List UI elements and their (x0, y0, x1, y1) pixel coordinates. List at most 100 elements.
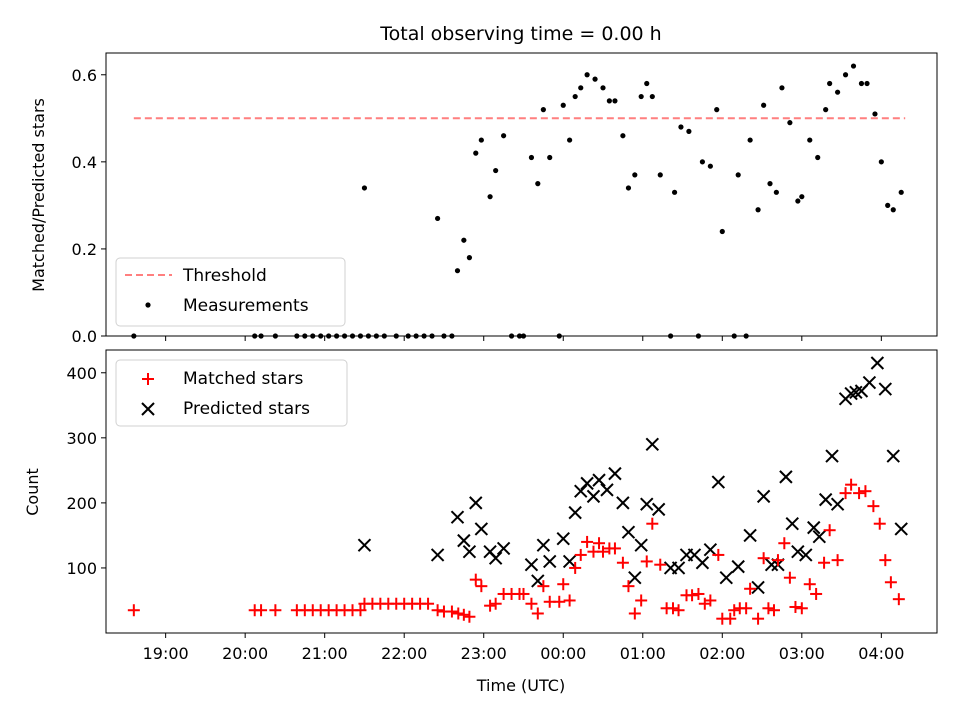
matched-star-point (255, 604, 268, 617)
measurement-point (807, 137, 813, 143)
matched-star-point (686, 589, 699, 602)
count-y-tick-label: 300 (66, 429, 97, 448)
measurement-point (501, 133, 507, 139)
predicted-star-point (870, 356, 885, 370)
matched-star-point (616, 556, 629, 569)
measurement-point (699, 159, 706, 165)
matched-star-point (767, 604, 780, 617)
predicted-star-point (818, 492, 833, 507)
measurement-point (454, 268, 461, 274)
chart-title: Total observing time = 0.00 h (379, 23, 661, 45)
matched-star-point (525, 597, 538, 610)
matched-star-point (873, 517, 886, 530)
matched-star-point (557, 578, 570, 591)
predicted-star-point (621, 525, 636, 539)
predicted-star-point (743, 528, 757, 543)
matched-star-point (581, 535, 594, 548)
ratio-y-tick-label: 0.4 (72, 153, 97, 172)
predicted-star-point (640, 497, 654, 511)
measurement-point (528, 154, 535, 161)
measurement-point (413, 333, 419, 339)
predicted-star-point (756, 489, 771, 504)
predicted-star-point (543, 554, 557, 569)
matched-star-point (724, 612, 737, 625)
measurement-point (341, 333, 348, 339)
predicted-star-point (645, 437, 660, 452)
ratio-legend: Threshold Measurements (115, 257, 346, 327)
predicted-star-point (488, 551, 503, 565)
x-tick-label: 20:00 (222, 644, 268, 663)
measurement-point (449, 333, 455, 339)
measurement-point (747, 137, 753, 143)
matched-star-point (831, 554, 844, 567)
matched-star-point (789, 600, 802, 613)
predicted-star-point (634, 538, 648, 552)
matched-star-point (839, 487, 852, 500)
matched-star-point (553, 595, 566, 608)
count-legend: Matched stars Predicted stars (115, 359, 348, 427)
predicted-star-point (608, 466, 622, 481)
count-y-tick-label: 100 (66, 559, 97, 578)
x-tick-label: 23:00 (461, 644, 507, 663)
measurement-point (671, 189, 678, 195)
predicted-star-point (616, 496, 630, 510)
legend-measurements-swatch (145, 302, 151, 308)
ratio-y-tick-label: 0.6 (72, 66, 97, 85)
x-tick-label: 22:00 (381, 644, 427, 663)
measurement-point (361, 185, 368, 191)
measurement-point (767, 181, 773, 187)
matched-star-point (646, 517, 659, 530)
predicted-star-point (556, 531, 570, 546)
measurement-point (842, 72, 849, 78)
measurement-point (493, 167, 499, 174)
matched-star-point (635, 594, 648, 607)
measurement-point (678, 124, 684, 130)
measurement-point (520, 333, 527, 339)
matched-star-point (853, 487, 866, 500)
measurement-point (795, 198, 801, 204)
measurement-point (421, 333, 427, 339)
predicted-star-point (751, 580, 765, 595)
matched-star-point (823, 524, 836, 537)
measurement-point (878, 159, 884, 165)
measurement-point (584, 72, 590, 78)
predicted-star-point (562, 554, 577, 569)
measurement-point (885, 202, 891, 208)
measurement-point (540, 107, 546, 113)
measurement-point (743, 333, 749, 339)
matched-star-point (672, 604, 685, 617)
matched-star-point (628, 607, 641, 620)
x-tick-label: 04:00 (858, 644, 904, 663)
matched-star-point (744, 582, 757, 595)
measurement-point (644, 80, 650, 87)
measurement-point (600, 85, 606, 91)
measurement-point (592, 76, 598, 82)
predicted-star-point (469, 496, 483, 510)
measurement-point (657, 172, 663, 178)
measurement-point (435, 215, 441, 222)
measurement-point (735, 172, 741, 178)
matched-star-point (452, 607, 465, 620)
measurement-point (556, 333, 562, 339)
predicted-star-point (844, 386, 858, 401)
matched-star-point (475, 580, 488, 593)
matched-star-point (445, 605, 458, 618)
measurement-point (381, 333, 387, 339)
matched-star-point (704, 594, 717, 607)
measurement-point (535, 181, 541, 187)
predicted-star-point (462, 544, 477, 559)
ratio-y-tick-label: 0.0 (72, 327, 97, 346)
measurement-point (612, 98, 618, 104)
matched-star-point (728, 604, 741, 617)
measurement-point (606, 98, 612, 104)
measurement-point (572, 93, 578, 100)
measurement-point (326, 333, 332, 339)
measurement-point (731, 333, 737, 339)
measurement-point (272, 333, 278, 339)
count-y-tick-label: 400 (66, 364, 97, 383)
predicted-star-point (574, 484, 588, 498)
measurement-point (466, 255, 473, 261)
predicted-star-point (703, 543, 718, 557)
matched-star-point (593, 537, 606, 550)
x-tick-label: 19:00 (143, 644, 189, 663)
